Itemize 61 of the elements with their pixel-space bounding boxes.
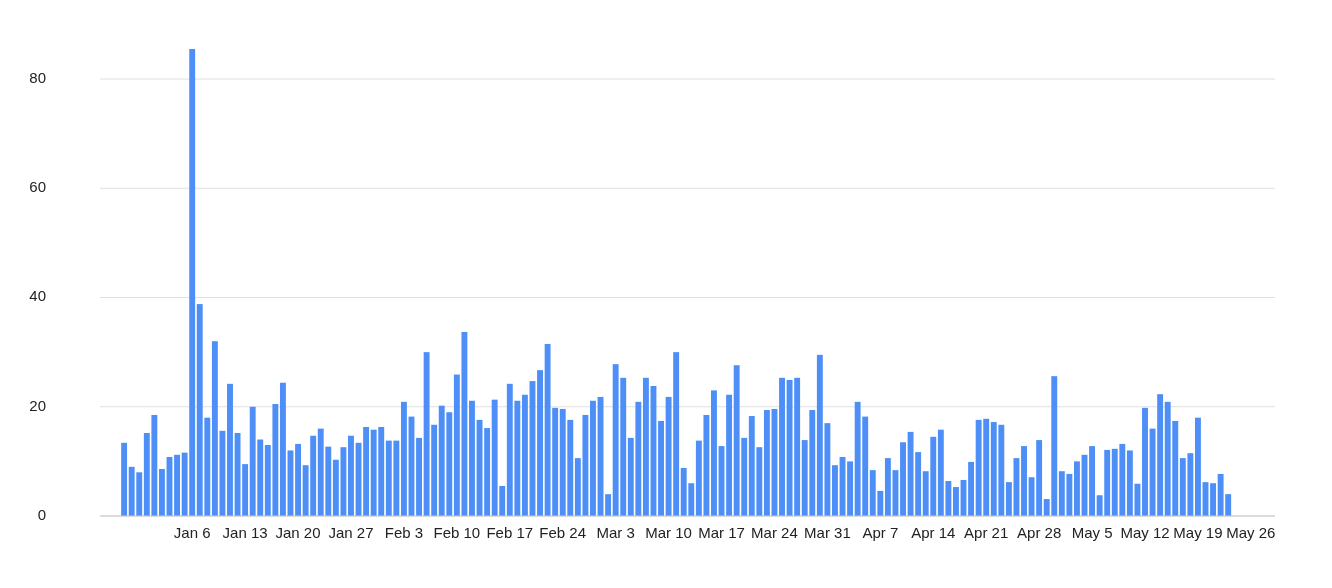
x-tick-label: Apr 28: [1017, 524, 1062, 541]
x-tick-label: Mar 3: [596, 524, 635, 541]
y-tick-label: 40: [29, 287, 46, 305]
x-tick-label: Jan 20: [275, 524, 321, 541]
bar: [416, 437, 422, 516]
x-tick-label: Jan 6: [173, 524, 211, 541]
bar: [847, 461, 854, 516]
bar: [348, 435, 354, 516]
bar: [279, 382, 286, 516]
x-tick-label: Mar 24: [751, 524, 798, 541]
y-tick-label: 0: [37, 505, 46, 523]
bar: [968, 461, 975, 516]
x-tick-label: Feb 3: [384, 524, 424, 541]
x-tick-label: May 12: [1120, 524, 1170, 541]
bar: [400, 401, 407, 516]
bar: [658, 420, 664, 516]
x-tick-label: Feb 10: [433, 524, 481, 541]
bar: [1194, 417, 1201, 516]
x-tick-label: Jan 27: [328, 524, 374, 541]
bar: [469, 400, 475, 516]
x-tick-label: Apr 14: [911, 524, 956, 541]
bar: [1210, 483, 1217, 516]
bar: [227, 383, 233, 516]
bar: [763, 410, 770, 516]
bar: [295, 443, 301, 516]
bar: [121, 442, 128, 516]
bar: [726, 394, 733, 516]
x-tick-label: Mar 31: [804, 524, 851, 541]
x-tick-label: May 5: [1071, 524, 1113, 541]
y-tick-label: 80: [29, 69, 46, 87]
bar: [779, 377, 785, 516]
x-tick-label: Mar 17: [698, 524, 745, 541]
bar: [884, 458, 891, 516]
x-tick-label: Feb 17: [486, 524, 534, 541]
bar: [953, 487, 959, 516]
y-tick-label: 60: [29, 178, 46, 196]
bar: [521, 394, 528, 516]
bar: [605, 494, 612, 516]
x-tick-label: May 26: [1226, 524, 1276, 541]
bar: [832, 465, 838, 516]
bar: [1005, 482, 1012, 516]
bar: [1021, 446, 1027, 516]
bar: [174, 454, 181, 516]
bar: [537, 370, 543, 516]
bar: [158, 469, 165, 516]
y-tick-label: 20: [29, 396, 46, 414]
bar: [1089, 446, 1096, 516]
bar: [484, 428, 491, 516]
x-tick-label: Feb 24: [539, 524, 587, 541]
bar: [1074, 461, 1080, 516]
x-tick-label: Apr 7: [862, 524, 899, 541]
bar: [711, 390, 717, 516]
bar: [900, 442, 906, 516]
x-tick-label: May 19: [1173, 524, 1223, 541]
bar: [642, 377, 649, 516]
bar: [1142, 407, 1148, 516]
x-tick-label: Apr 21: [964, 524, 1009, 541]
bar: [363, 426, 370, 516]
x-tick-label: Mar 10: [645, 524, 692, 541]
x-tick-label: Jan 13: [222, 524, 268, 541]
bar: [590, 400, 596, 516]
